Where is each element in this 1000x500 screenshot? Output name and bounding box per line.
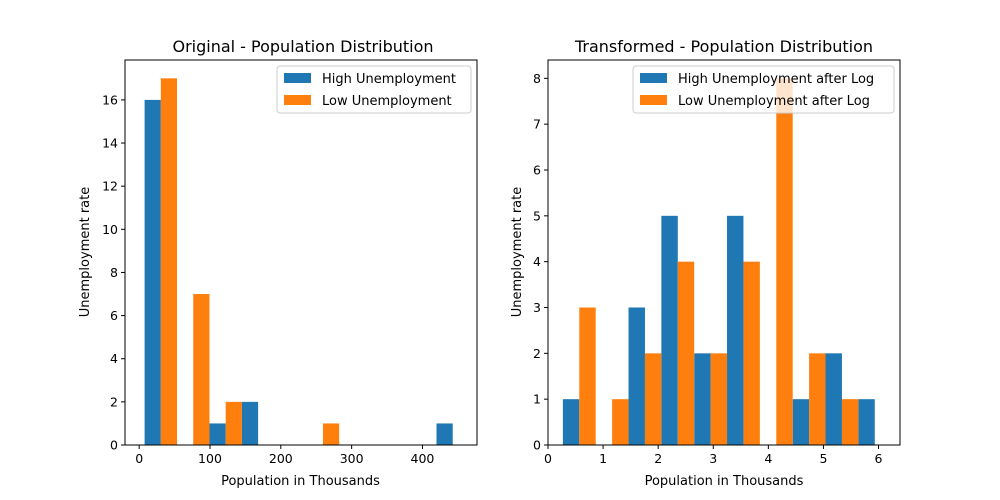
bar-high-bin-3 [661,215,678,445]
x-ticks: 0 100 200 300 400 [135,445,434,466]
x-axis-label: Population in Thousands [221,474,380,489]
legend-box [276,65,472,114]
y-tick-label: 10 [102,222,118,237]
y-tick-label: 6 [533,163,541,178]
x-tick-label: 0 [135,451,143,466]
bar-low-bin-0 [579,307,596,445]
bar-low-bin-2 [225,401,242,445]
y-tick-label: 4 [533,254,541,269]
y-tick-label: 2 [110,394,118,409]
chart-transformed: Transformed - Population Distribution Po… [510,37,901,489]
bar-high-bin-9 [436,423,453,445]
x-tick-label: 200 [269,451,293,466]
x-ticks: 0 1 2 3 4 5 6 [544,445,883,466]
bar-low-bin-3 [677,261,695,445]
bar-high-bin-0 [144,99,161,446]
y-tick-label: 1 [533,392,541,407]
legend-label-high: High Unemployment after Log [678,72,874,87]
y-tick-label: 0 [110,438,118,453]
bar-low-bin-4 [710,353,728,445]
bar-high-bin-5 [727,215,744,445]
legend: High Unemployment Low Unemployment [276,65,472,114]
chart-title: Transformed - Population Distribution [574,37,873,56]
y-tick-label: 3 [533,300,541,315]
bar-low-bin-2 [644,353,662,445]
legend-swatch-high [284,73,311,83]
legend-label-high: High Unemployment [322,72,456,87]
x-tick-label: 1 [599,451,607,466]
x-tick-label: 300 [340,451,364,466]
bar-low-bin-8 [841,399,859,445]
legend-label-low: Low Unemployment [322,94,452,109]
bar-high-bin-2 [209,423,226,445]
y-ticks: 0 2 4 6 8 10 12 14 16 [102,92,125,453]
legend-box [632,65,895,114]
bar-high-bin-3 [241,401,259,445]
bar-high-bin-9 [858,399,875,445]
y-tick-label: 8 [110,265,118,280]
x-tick-label: 0 [544,451,552,466]
plot-frame [124,59,478,446]
y-tick-label: 2 [533,346,541,361]
y-tick-label: 7 [533,117,541,132]
bar-high-bin-0 [562,399,580,445]
bar-low-bin-1 [612,399,629,445]
legend-swatch-low [640,95,667,105]
bar-high-bin-4 [694,353,711,445]
legend-swatch-high [640,73,667,83]
legend-label-low: Low Unemployment after Log [678,94,870,109]
x-tick-label: 3 [709,451,717,466]
y-tick-label: 0 [533,438,541,453]
y-ticks: 0 1 2 3 4 5 6 7 8 [533,71,548,453]
y-axis-label: Unemployment rate [510,187,525,317]
x-tick-label: 4 [764,451,772,466]
y-tick-label: 14 [102,136,118,151]
bar-low-bin-1 [193,294,210,445]
bar-low-bin-7 [809,353,826,445]
x-tick-label: 2 [654,451,662,466]
x-tick-label: 5 [819,451,827,466]
bars-layer [144,78,453,446]
bars-layer [562,78,875,445]
bar-low-bin-0 [160,78,178,445]
bar-high-bin-2 [628,307,645,445]
x-tick-label: 100 [198,451,222,466]
x-tick-label: 400 [411,451,435,466]
x-tick-label: 6 [875,451,883,466]
plot-frame [547,59,901,446]
chart-title: Original - Population Distribution [172,37,433,56]
bar-high-bin-8 [825,353,842,445]
bar-low-bin-5 [322,423,340,445]
y-tick-label: 4 [110,351,118,366]
legend-swatch-low [284,95,311,105]
bar-low-bin-5 [743,261,760,445]
x-axis-label: Population in Thousands [645,474,804,489]
legend: High Unemployment after Log Low Unemploy… [632,65,895,114]
y-tick-label: 6 [110,308,118,323]
bar-low-bin-6 [776,78,793,445]
y-axis-label: Unemployment rate [78,187,93,317]
y-tick-label: 8 [533,71,541,86]
y-tick-label: 5 [533,208,541,223]
bar-high-bin-7 [792,399,810,445]
chart-original: Original - Population Distribution Popul… [78,37,478,489]
y-tick-label: 12 [102,179,118,194]
y-tick-label: 16 [102,92,118,107]
